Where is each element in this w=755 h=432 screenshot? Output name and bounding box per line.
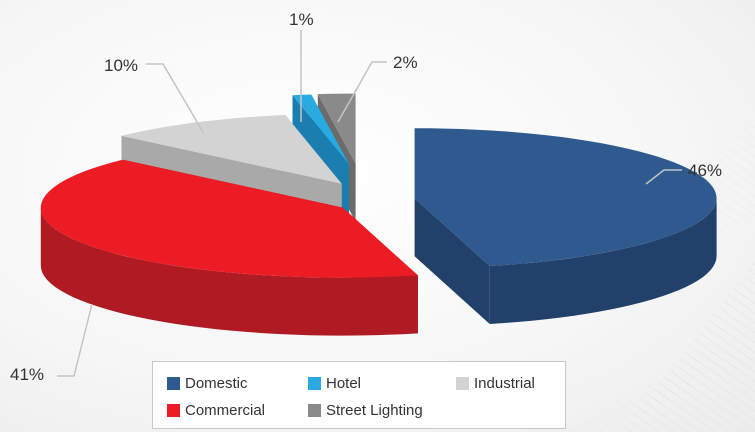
slice-domestic-top (414, 128, 717, 266)
legend-label-industrial: Industrial (474, 375, 535, 392)
slice-domestic-outer-wall (489, 198, 717, 324)
legend-label-hotel: Hotel (326, 375, 362, 392)
value-labels: 46% 41% 10% 1% 2% (10, 10, 722, 384)
legend-item-street-lighting: Street Lighting (308, 402, 423, 419)
slice-commercial-top (40, 159, 418, 278)
legend-swatch-industrial (456, 377, 469, 390)
legend-label-street-lighting: Street Lighting (326, 402, 423, 419)
value-label-domestic: 46% (688, 161, 722, 180)
chart-legend: Domestic Hotel Industrial Commercial Str… (152, 361, 566, 429)
legend-swatch-street-lighting (308, 404, 321, 417)
slice-domestic-wall-end (414, 198, 490, 324)
legend-label-domestic: Domestic (185, 375, 248, 392)
leader-line-domestic (645, 169, 682, 185)
slice-commercial-outer-wall (40, 207, 418, 336)
leader-lines (57, 30, 682, 377)
slice-domestic (414, 128, 717, 324)
legend-item-commercial: Commercial (167, 402, 265, 419)
pie-slices (40, 93, 717, 336)
value-label-commercial: 41% (10, 365, 44, 384)
legend-label-commercial: Commercial (185, 402, 266, 419)
legend-item-hotel: Hotel (308, 375, 361, 392)
leader-line-industrial (146, 63, 204, 133)
slice-commercial (40, 159, 418, 336)
legend-swatch-commercial (167, 404, 180, 417)
legend-swatch-domestic (167, 377, 180, 390)
value-label-street-lighting: 2% (393, 53, 418, 72)
slice-street-lighting-top (317, 93, 356, 164)
leader-line-commercial (57, 303, 93, 377)
legend-item-industrial: Industrial (456, 375, 535, 392)
slice-hotel-top (292, 94, 349, 164)
value-label-hotel: 1% (289, 10, 314, 29)
legend-swatch-hotel (308, 377, 321, 390)
leader-line-street-lighting (337, 61, 387, 123)
legend-item-domestic: Domestic (167, 375, 248, 392)
value-label-industrial: 10% (104, 56, 138, 75)
slice-industrial-top (121, 114, 342, 184)
